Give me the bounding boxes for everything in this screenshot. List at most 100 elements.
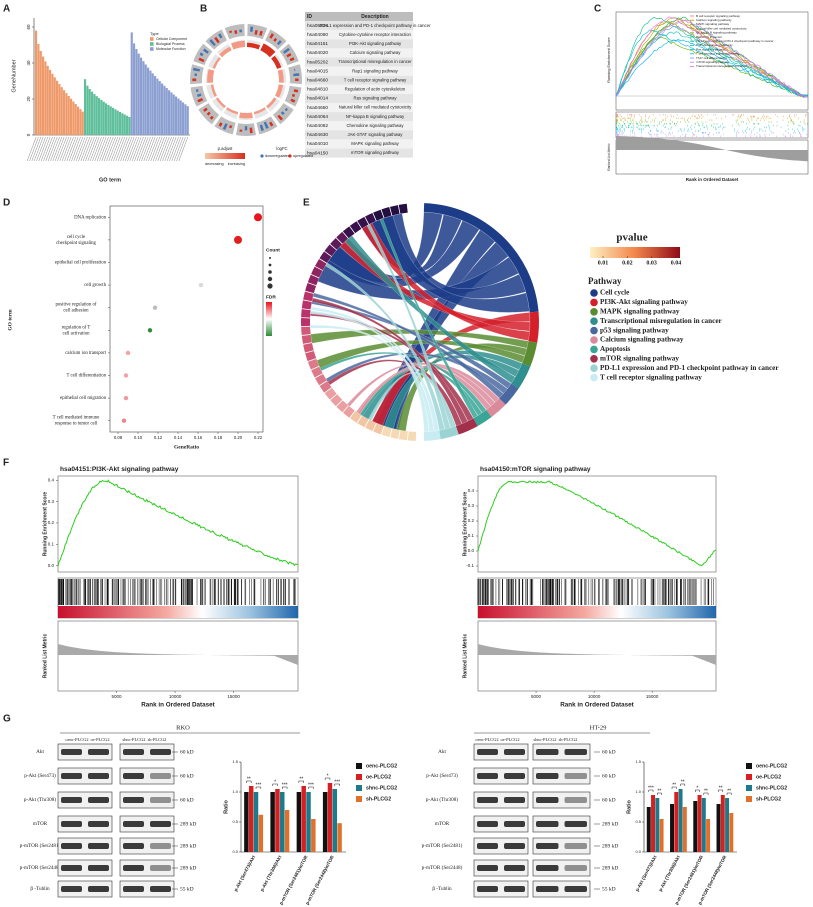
blot-box [57,767,113,785]
legend-label: Molecular Function [156,47,186,51]
size-label: 60 kD [180,749,194,755]
bar [123,114,126,135]
y-tick-label: 1.0 [232,789,238,794]
gene-arc [349,221,362,234]
band [504,843,525,849]
x-tick-text [33,136,44,162]
x-tick-text [61,136,72,162]
gene-mark [218,33,223,39]
y-tick-label: cell cycle checkpoint signaling [56,235,96,246]
significance-bracket [657,792,662,795]
chord-ribbon [361,222,530,341]
gene-arc [381,207,392,218]
x-tick-text [169,136,179,162]
bar [337,823,342,852]
bar [105,103,108,135]
gene-mark [196,93,202,98]
band [504,886,525,892]
significance-bracket [334,783,340,786]
table-cell: PI3K-Akt signaling pathway [349,41,402,46]
significance-label: ** [704,788,708,794]
bar [93,94,96,135]
bar [275,789,280,852]
gene-mark [286,53,292,58]
gene-mark [203,107,208,112]
table-row [305,39,413,49]
band [564,749,587,755]
band [61,886,82,892]
row-label: β -Tublin [432,886,452,892]
count-bar [275,84,284,98]
band [123,865,144,871]
table-row [305,103,413,113]
legend-label: PI3K-Akt signaling pathway [600,298,688,306]
band [88,797,109,803]
blot-box [473,743,529,761]
y-tick-label: T cell differentiation [66,374,106,379]
lane-label: oe-PLCG2 [90,737,109,742]
band [88,886,109,892]
bar [67,95,70,135]
blot-box [473,837,529,855]
table-cell: Ras signaling pathway [354,96,398,101]
gene-mark [254,29,258,35]
y-axis-label: Running Enrichment Score [607,37,611,82]
band [477,843,498,849]
gene-mark [192,67,201,72]
x-tick-text [110,136,121,162]
x-tick-text [152,136,163,162]
gene-arc [311,366,323,378]
bar [86,85,89,135]
x-tick-label: 15000 [646,694,659,699]
legend-title: pvalue [616,232,647,244]
table-row [305,112,413,122]
significance-label: ** [299,776,303,782]
legend-dot [260,154,264,158]
legend-label: sh-PLCG2 [366,796,391,802]
significance-bracket [680,783,686,786]
gene-arc [365,419,377,432]
legend-dot [268,263,272,267]
table-cell: hsa05202 [307,59,328,65]
significance-bracket [671,786,677,789]
ranked-metric [616,135,808,162]
x-tick-text [120,136,130,162]
y-tick-label: 60 [26,24,31,30]
blot-box [532,743,591,761]
gene-mark [199,52,204,57]
bar [158,81,161,135]
blot-box [532,880,591,898]
x-tick-text [171,136,182,162]
bar [102,101,105,135]
count-bar [277,69,284,83]
bar [182,102,185,135]
tick-label: 0.04 [671,260,682,266]
legend-swatch [746,763,752,769]
band [477,773,498,779]
x-tick-text [31,136,42,162]
blot-title: RKO [176,724,190,731]
x-tick-text [176,136,186,162]
legend-label: MAPK signaling pathway [600,307,680,315]
plot-frame [57,475,299,573]
legend-swatch [590,326,598,335]
legend-label: oe-PLCG2 [366,774,391,780]
legend-label: Apoptosis [600,345,631,353]
bar [179,100,182,135]
x-tick-label: 0.10 [134,435,143,440]
bar [126,115,129,135]
band [61,843,82,849]
panel-label: A [3,4,10,15]
table-cell: NF-kappa B signaling pathway [346,114,405,119]
bar [655,798,660,852]
table-cell: hsa04150 [307,150,328,156]
gene-arc [301,309,311,318]
gene-mark [195,89,199,93]
band [150,749,171,755]
band [564,843,587,849]
band [123,843,144,849]
x-tick-text [57,136,67,162]
x-axis-label: Rank in Ordered Dataset [141,702,215,709]
legend-label: shnc-PLCG2 [756,785,787,791]
bar [172,94,175,135]
